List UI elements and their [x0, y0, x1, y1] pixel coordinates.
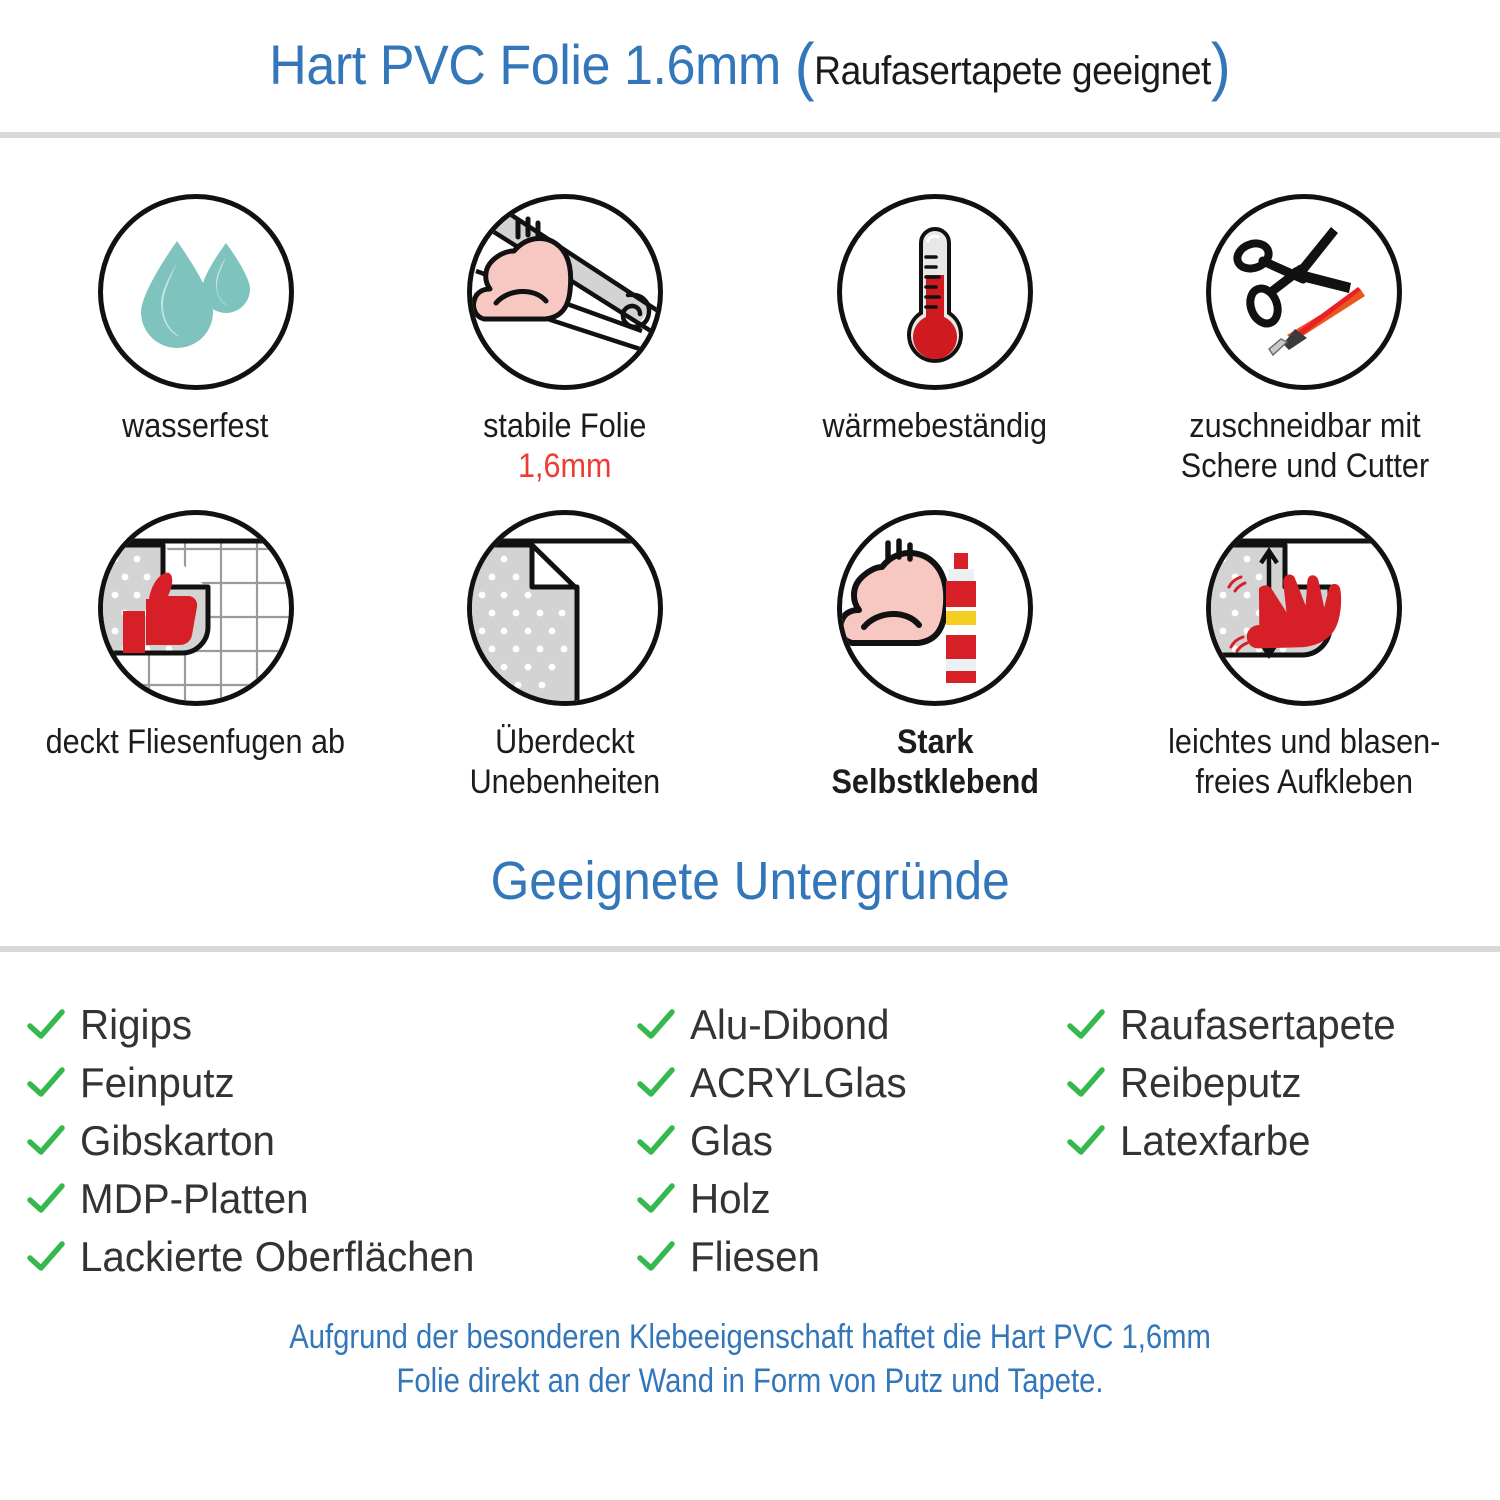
- feature-row-2: deckt Fliesenfugen ab: [18, 510, 1482, 802]
- film-peel-corner-icon: [467, 510, 664, 707]
- feature-row-1: wasserfest: [18, 194, 1482, 486]
- list-item: Raufasertapete: [1066, 996, 1407, 1054]
- feature-selbstklebend: Stark Selbstklebend: [757, 510, 1112, 802]
- check-icon: [637, 1009, 675, 1040]
- feature-label: wasserfest: [122, 407, 269, 445]
- list-item: Fliesen: [636, 1228, 1066, 1286]
- footer-line-1: Aufgrund der besonderen Klebeeigenschaft…: [289, 1318, 1211, 1357]
- check-icon: [27, 1067, 65, 1098]
- check-icon: [637, 1125, 675, 1156]
- check-icon: [27, 1125, 65, 1156]
- feature-unebenheiten: Überdeckt Unebenheiten: [388, 510, 743, 802]
- list-item-label: Fliesen: [690, 1233, 820, 1281]
- list-item-label: Holz: [690, 1175, 771, 1223]
- check-icon: [27, 1009, 65, 1040]
- substrate-column-2: Alu-Dibond ACRYLGlas Glas Holz Fliesen: [636, 996, 1066, 1286]
- check-icon: [637, 1241, 675, 1272]
- check-icon: [637, 1067, 675, 1098]
- list-item: Alu-Dibond: [636, 996, 1066, 1054]
- check-icon: [1067, 1125, 1105, 1156]
- check-icon: [1067, 1067, 1105, 1098]
- feature-wasserfest: wasserfest: [18, 194, 373, 446]
- divider-substrates: [0, 946, 1500, 953]
- strong-arm-film-roll-icon: [467, 194, 664, 390]
- arm-glue-tube-icon: [836, 510, 1033, 707]
- substrates-list: Rigips Feinputz Gibskarton MDP-Platten L…: [0, 952, 1500, 1286]
- check-icon: [637, 1183, 675, 1214]
- thumbs-up-tile-film-icon: [97, 510, 294, 707]
- list-item-label: ACRYLGlas: [690, 1059, 907, 1107]
- footer-note: Aufgrund der besonderen Klebeeigenschaft…: [0, 1286, 1500, 1403]
- check-icon: [27, 1183, 65, 1214]
- list-item-label: MDP-Platten: [80, 1175, 309, 1223]
- hand-smoothing-film-icon: [1206, 510, 1403, 707]
- water-drops-icon: [97, 194, 294, 390]
- list-item-label: Latexfarbe: [1120, 1117, 1311, 1165]
- list-item: Latexfarbe: [1066, 1112, 1407, 1170]
- header: Hart PVC Folie 1.6mm (Raufasertapete gee…: [0, 0, 1500, 132]
- list-item: Glas: [636, 1112, 1066, 1170]
- feature-zuschneidbar: zuschneidbar mit Schere und Cutter: [1127, 194, 1482, 486]
- feature-label-text: stabile Folie: [483, 407, 647, 445]
- list-item: Rigips: [26, 996, 636, 1054]
- feature-label: wärmebeständig: [822, 407, 1048, 445]
- feature-label: zuschneidbar mit Schere und Cutter: [1180, 407, 1429, 486]
- list-item: Reibeputz: [1066, 1054, 1407, 1112]
- feature-label: deckt Fliesenfugen ab: [45, 723, 346, 762]
- feature-label: Überdeckt Unebenheiten: [469, 723, 661, 802]
- list-item: Holz: [636, 1170, 1066, 1228]
- list-item: Lackierte Oberflächen: [26, 1228, 636, 1286]
- list-item: MDP-Platten: [26, 1170, 636, 1228]
- list-item-label: Lackierte Oberflächen: [80, 1233, 475, 1281]
- feature-label: Stark Selbstklebend: [831, 723, 1039, 802]
- list-item-label: Raufasertapete: [1120, 1001, 1396, 1049]
- footer-line-2: Folie direkt an der Wand in Form von Put…: [396, 1361, 1104, 1400]
- substrates-heading-text: Geeignete Untergründe: [490, 851, 1010, 912]
- substrates-heading: Geeignete Untergründe: [0, 802, 1500, 946]
- feature-aufkleben: leichtes und blasen- freies Aufkleben: [1127, 510, 1482, 802]
- list-item-label: Feinputz: [80, 1059, 235, 1107]
- feature-sublabel: 1,6mm: [518, 447, 612, 486]
- scissors-cutter-icon: [1206, 194, 1403, 390]
- feature-stabile-folie: stabile Folie 1,6mm: [388, 194, 743, 486]
- substrate-column-3: Raufasertapete Reibeputz Latexfarbe: [1066, 996, 1407, 1170]
- title-note-text: Raufasertapete geeignet: [814, 49, 1212, 93]
- check-icon: [27, 1241, 65, 1272]
- list-item: ACRYLGlas: [636, 1054, 1066, 1112]
- feature-grid: wasserfest: [0, 138, 1500, 802]
- list-item-label: Reibeputz: [1120, 1059, 1302, 1107]
- list-item-label: Gibskarton: [80, 1117, 275, 1165]
- list-item-label: Rigips: [80, 1001, 193, 1049]
- title-paren-open: (: [795, 30, 815, 102]
- page-title: Hart PVC Folie 1.6mm (Raufasertapete gee…: [269, 29, 1231, 103]
- feature-fliesenfugen: deckt Fliesenfugen ab: [18, 510, 373, 762]
- list-item-label: Alu-Dibond: [690, 1001, 890, 1049]
- feature-label: leichtes und blasen- freies Aufkleben: [1168, 723, 1441, 802]
- feature-waermebestaendig: wärmebeständig: [757, 194, 1112, 446]
- list-item: Feinputz: [26, 1054, 636, 1112]
- substrate-column-1: Rigips Feinputz Gibskarton MDP-Platten L…: [26, 996, 636, 1286]
- title-main-text: Hart PVC Folie 1.6mm: [269, 33, 782, 96]
- list-item: Gibskarton: [26, 1112, 636, 1170]
- thermometer-icon: [836, 194, 1033, 390]
- divider-top: [0, 132, 1500, 138]
- check-icon: [1067, 1009, 1105, 1040]
- feature-label: stabile Folie 1,6mm: [484, 406, 647, 486]
- list-item-label: Glas: [690, 1117, 773, 1165]
- title-paren-close: ): [1211, 30, 1231, 102]
